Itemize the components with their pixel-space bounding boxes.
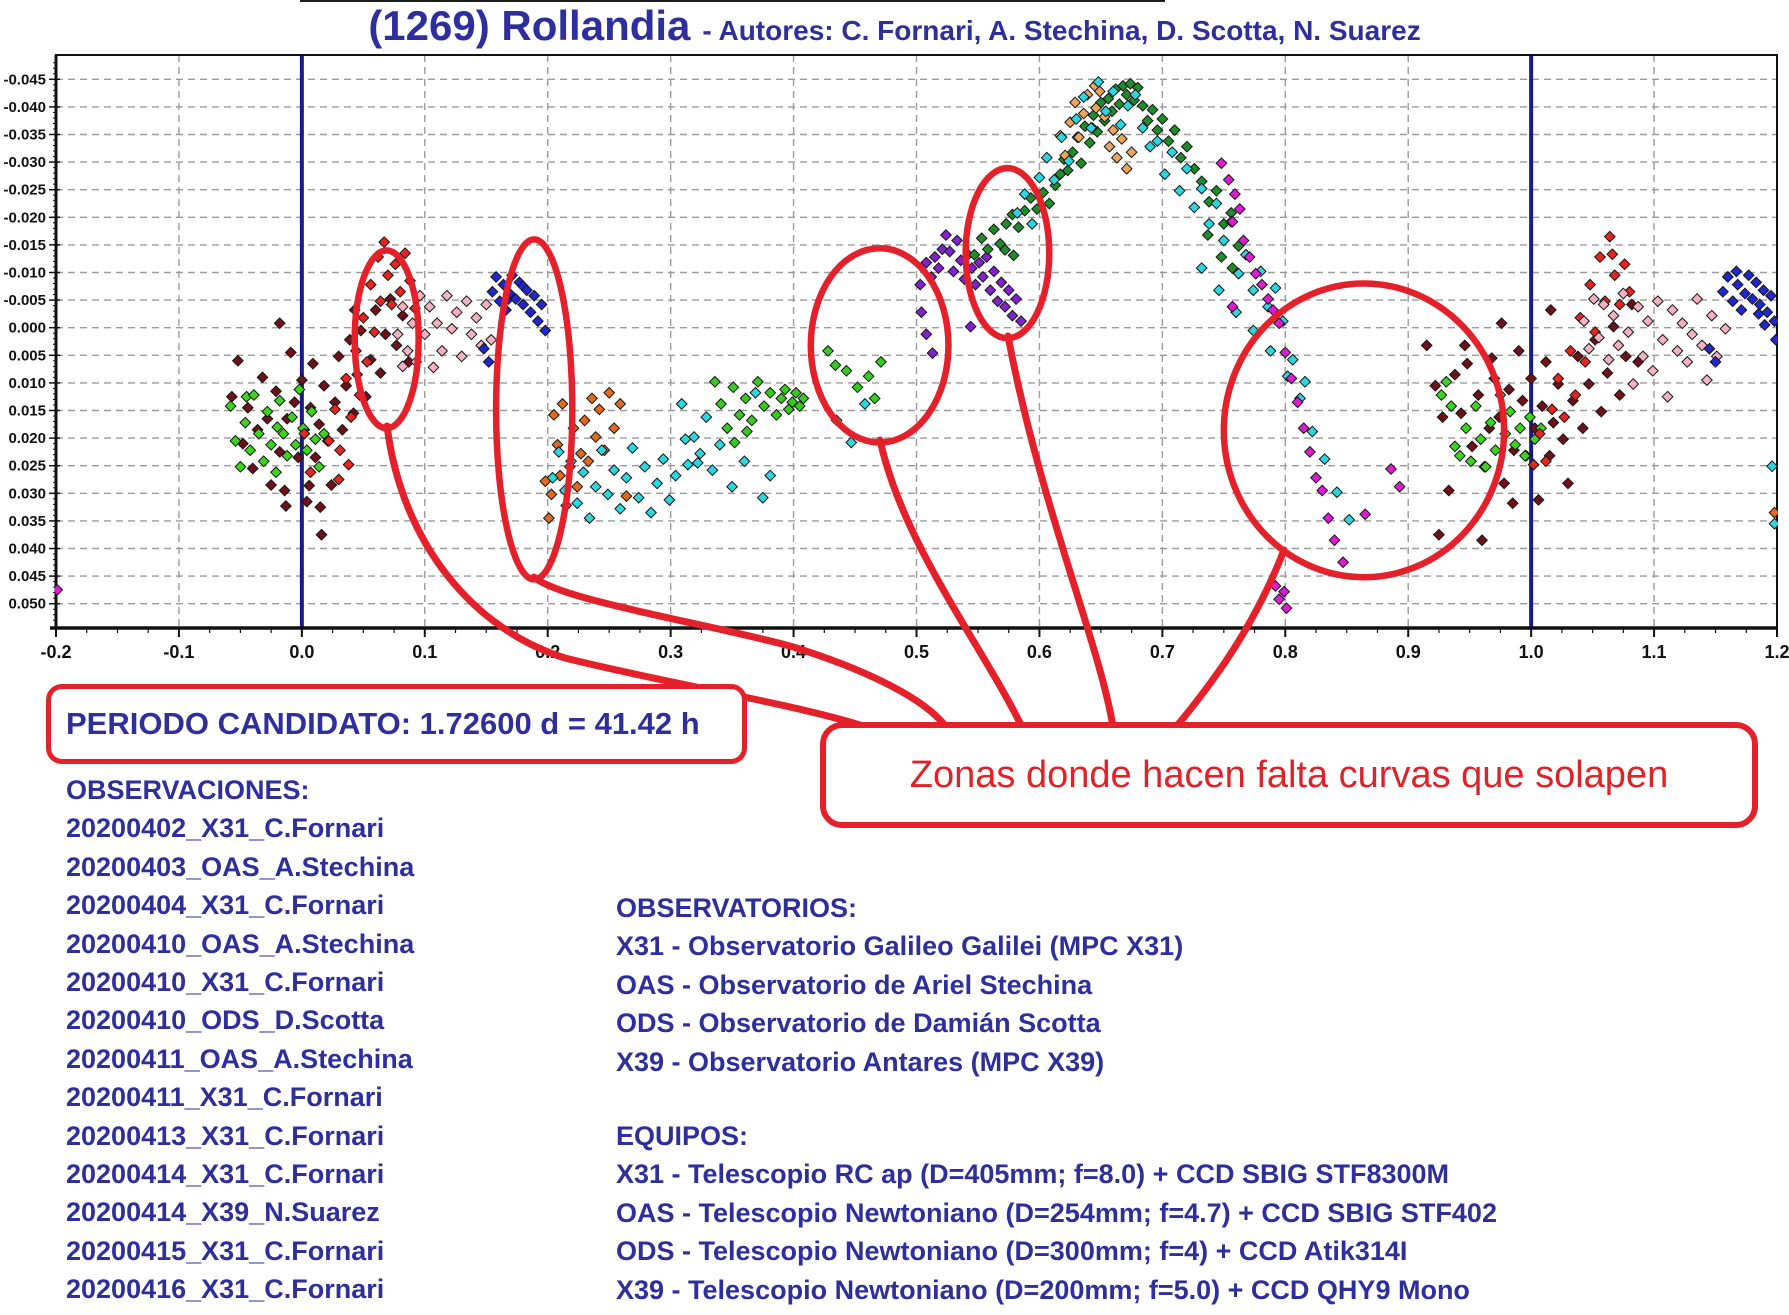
- svg-text:-0.005: -0.005: [3, 292, 46, 309]
- axis-ticks: [49, 62, 1778, 637]
- observation-item: 20200414_X39_N.Suarez: [66, 1197, 380, 1228]
- svg-text:1.2: 1.2: [1764, 642, 1789, 662]
- svg-text:-0.040: -0.040: [3, 99, 46, 116]
- observation-item: 20200403_OAS_A.Stechina: [66, 851, 415, 882]
- observatory-item: OAS - Observatorio de Ariel Stechina: [616, 969, 1093, 1000]
- equipment-heading: EQUIPOS:: [616, 1121, 749, 1151]
- observatories-block: OBSERVATORIOS: X31 - Observatorio Galile…: [616, 889, 1183, 1081]
- observation-item: 20200404_X31_C.Fornari: [66, 890, 385, 921]
- observatory-item: ODS - Observatorio de Damián Scotta: [616, 1008, 1101, 1039]
- observations-list: 20200402_X31_C.Fornari 20200403_OAS_A.Ste…: [66, 809, 414, 1308]
- svg-text:0.8: 0.8: [1273, 642, 1298, 662]
- x-axis-labels: -0.2 -0.1 0.0 0.1 0.2 0.3 0.4 0.5 0.6 0.7 0.8 0.9 1.…: [40, 642, 1789, 662]
- phase-marker-lines: [299, 55, 1534, 628]
- observations-block: OBSERVACIONES: 20200402_X31_C.Fornari 202…: [66, 771, 414, 1309]
- svg-text:0.1: 0.1: [412, 642, 437, 662]
- session-dark-green: [968, 77, 1245, 275]
- svg-text:0.9: 0.9: [1396, 642, 1421, 662]
- svg-text:-0.1: -0.1: [163, 642, 194, 662]
- session-orange: [539, 386, 1778, 525]
- svg-text:0.030: 0.030: [8, 485, 46, 502]
- zone-leader-lines: [383, 332, 1288, 731]
- svg-text:1.0: 1.0: [1519, 642, 1544, 662]
- svg-text:-0.025: -0.025: [3, 182, 46, 199]
- session-magenta: [55, 157, 1406, 615]
- observation-item: 20200411_OAS_A.Stechina: [66, 1043, 413, 1074]
- session-cyan-a: [546, 386, 1778, 530]
- equipment-item: OAS - Telescopio Newtoniano (D=254mm; f=…: [616, 1197, 1497, 1228]
- observatory-item: X39 - Observatorio Antares (MPC X39): [616, 1046, 1105, 1077]
- equipment-list: X31 - Telescopio RC ap (D=405mm; f=8.0) …: [616, 1155, 1497, 1309]
- svg-text:0.6: 0.6: [1027, 642, 1052, 662]
- observatories-list: X31 - Observatorio Galileo Galilei (MPC …: [616, 927, 1183, 1081]
- authors-subtitle: - Autores: C. Fornari, A. Stechina, D. S…: [702, 15, 1421, 46]
- lightcurve-plot: -0.2 -0.1 0.0 0.1 0.2 0.3 0.4 0.5 0.6 0.7 0.8 0.9 1.…: [3, 54, 1789, 731]
- plot-frame: [50, 54, 1778, 630]
- svg-text:0.5: 0.5: [904, 642, 929, 662]
- observation-item: 20200414_X31_C.Fornari: [66, 1159, 385, 1190]
- svg-text:1.1: 1.1: [1642, 642, 1667, 662]
- session-dark-blue: [477, 265, 1778, 368]
- session-bright-green-1: [224, 375, 1548, 479]
- svg-text:0.000: 0.000: [8, 320, 46, 337]
- svg-text:0.7: 0.7: [1150, 642, 1175, 662]
- observatory-item: X31 - Observatorio Galileo Galilei (MPC …: [616, 931, 1184, 962]
- session-green-2: [708, 344, 887, 449]
- observation-item: 20200415_X31_C.Fornari: [66, 1235, 385, 1266]
- page-title: (1269) Rollandia - Autores: C. Fornari, …: [0, 2, 1789, 50]
- period-candidate-box: PERIODO CANDIDATO: 1.72600 d = 41.42 h: [46, 684, 747, 764]
- observatories-heading: OBSERVATORIOS:: [616, 893, 858, 923]
- y-axis-labels: -0.045 -0.040 -0.035 -0.030 -0.025 -0.020 -0.0…: [3, 71, 46, 612]
- svg-text:-0.035: -0.035: [3, 126, 46, 143]
- svg-text:0.3: 0.3: [658, 642, 683, 662]
- period-candidate-label: PERIODO CANDIDATO: 1.72600 d = 41.42 h: [66, 706, 700, 741]
- missing-zones-label: Zonas donde hacen falta curvas que solap…: [909, 753, 1669, 796]
- missing-zones-box: Zonas donde hacen falta curvas que solap…: [820, 722, 1758, 828]
- svg-text:-0.030: -0.030: [3, 154, 46, 171]
- svg-text:-0.015: -0.015: [3, 237, 46, 254]
- svg-text:0.0: 0.0: [289, 642, 314, 662]
- observation-item: 20200416_X31_C.Fornari: [66, 1274, 385, 1305]
- window-edge-artifact: [300, 0, 1165, 2]
- data-points: [55, 75, 1778, 615]
- equipment-item: ODS - Telescopio Newtoniano (D=300mm; f=…: [616, 1236, 1408, 1267]
- svg-text:0.020: 0.020: [8, 430, 46, 447]
- observation-item: 20200410_ODS_D.Scotta: [66, 1005, 385, 1036]
- svg-text:-0.2: -0.2: [40, 642, 71, 662]
- equipment-block: EQUIPOS: X31 - Telescopio RC ap (D=405mm…: [616, 1117, 1497, 1309]
- observation-item: 20200410_X31_C.Fornari: [66, 967, 385, 998]
- session-dark-red: [225, 292, 1645, 547]
- svg-text:0.010: 0.010: [8, 375, 46, 392]
- observation-item: 20200411_X31_C.Fornari: [66, 1082, 383, 1113]
- svg-text:-0.045: -0.045: [3, 71, 46, 88]
- equipment-item: X31 - Telescopio RC ap (D=405mm; f=8.0) …: [616, 1159, 1450, 1190]
- svg-text:0.025: 0.025: [8, 458, 46, 475]
- equipment-item: X39 - Telescopio Newtoniano (D=200mm; f=…: [616, 1274, 1470, 1305]
- svg-text:-0.020: -0.020: [3, 209, 46, 226]
- observation-item: 20200410_OAS_A.Stechina: [66, 928, 415, 959]
- svg-text:0.015: 0.015: [8, 403, 46, 420]
- observation-item: 20200413_X31_C.Fornari: [66, 1120, 385, 1151]
- svg-text:0.040: 0.040: [8, 541, 46, 558]
- svg-text:-0.010: -0.010: [3, 264, 46, 281]
- svg-text:0.035: 0.035: [8, 513, 46, 530]
- observations-heading: OBSERVACIONES:: [66, 775, 310, 805]
- observation-item: 20200402_X31_C.Fornari: [66, 813, 385, 844]
- asteroid-title: (1269) Rollandia: [368, 2, 691, 49]
- svg-text:0.005: 0.005: [8, 347, 46, 364]
- svg-text:0.050: 0.050: [8, 596, 46, 613]
- svg-text:0.045: 0.045: [8, 568, 46, 585]
